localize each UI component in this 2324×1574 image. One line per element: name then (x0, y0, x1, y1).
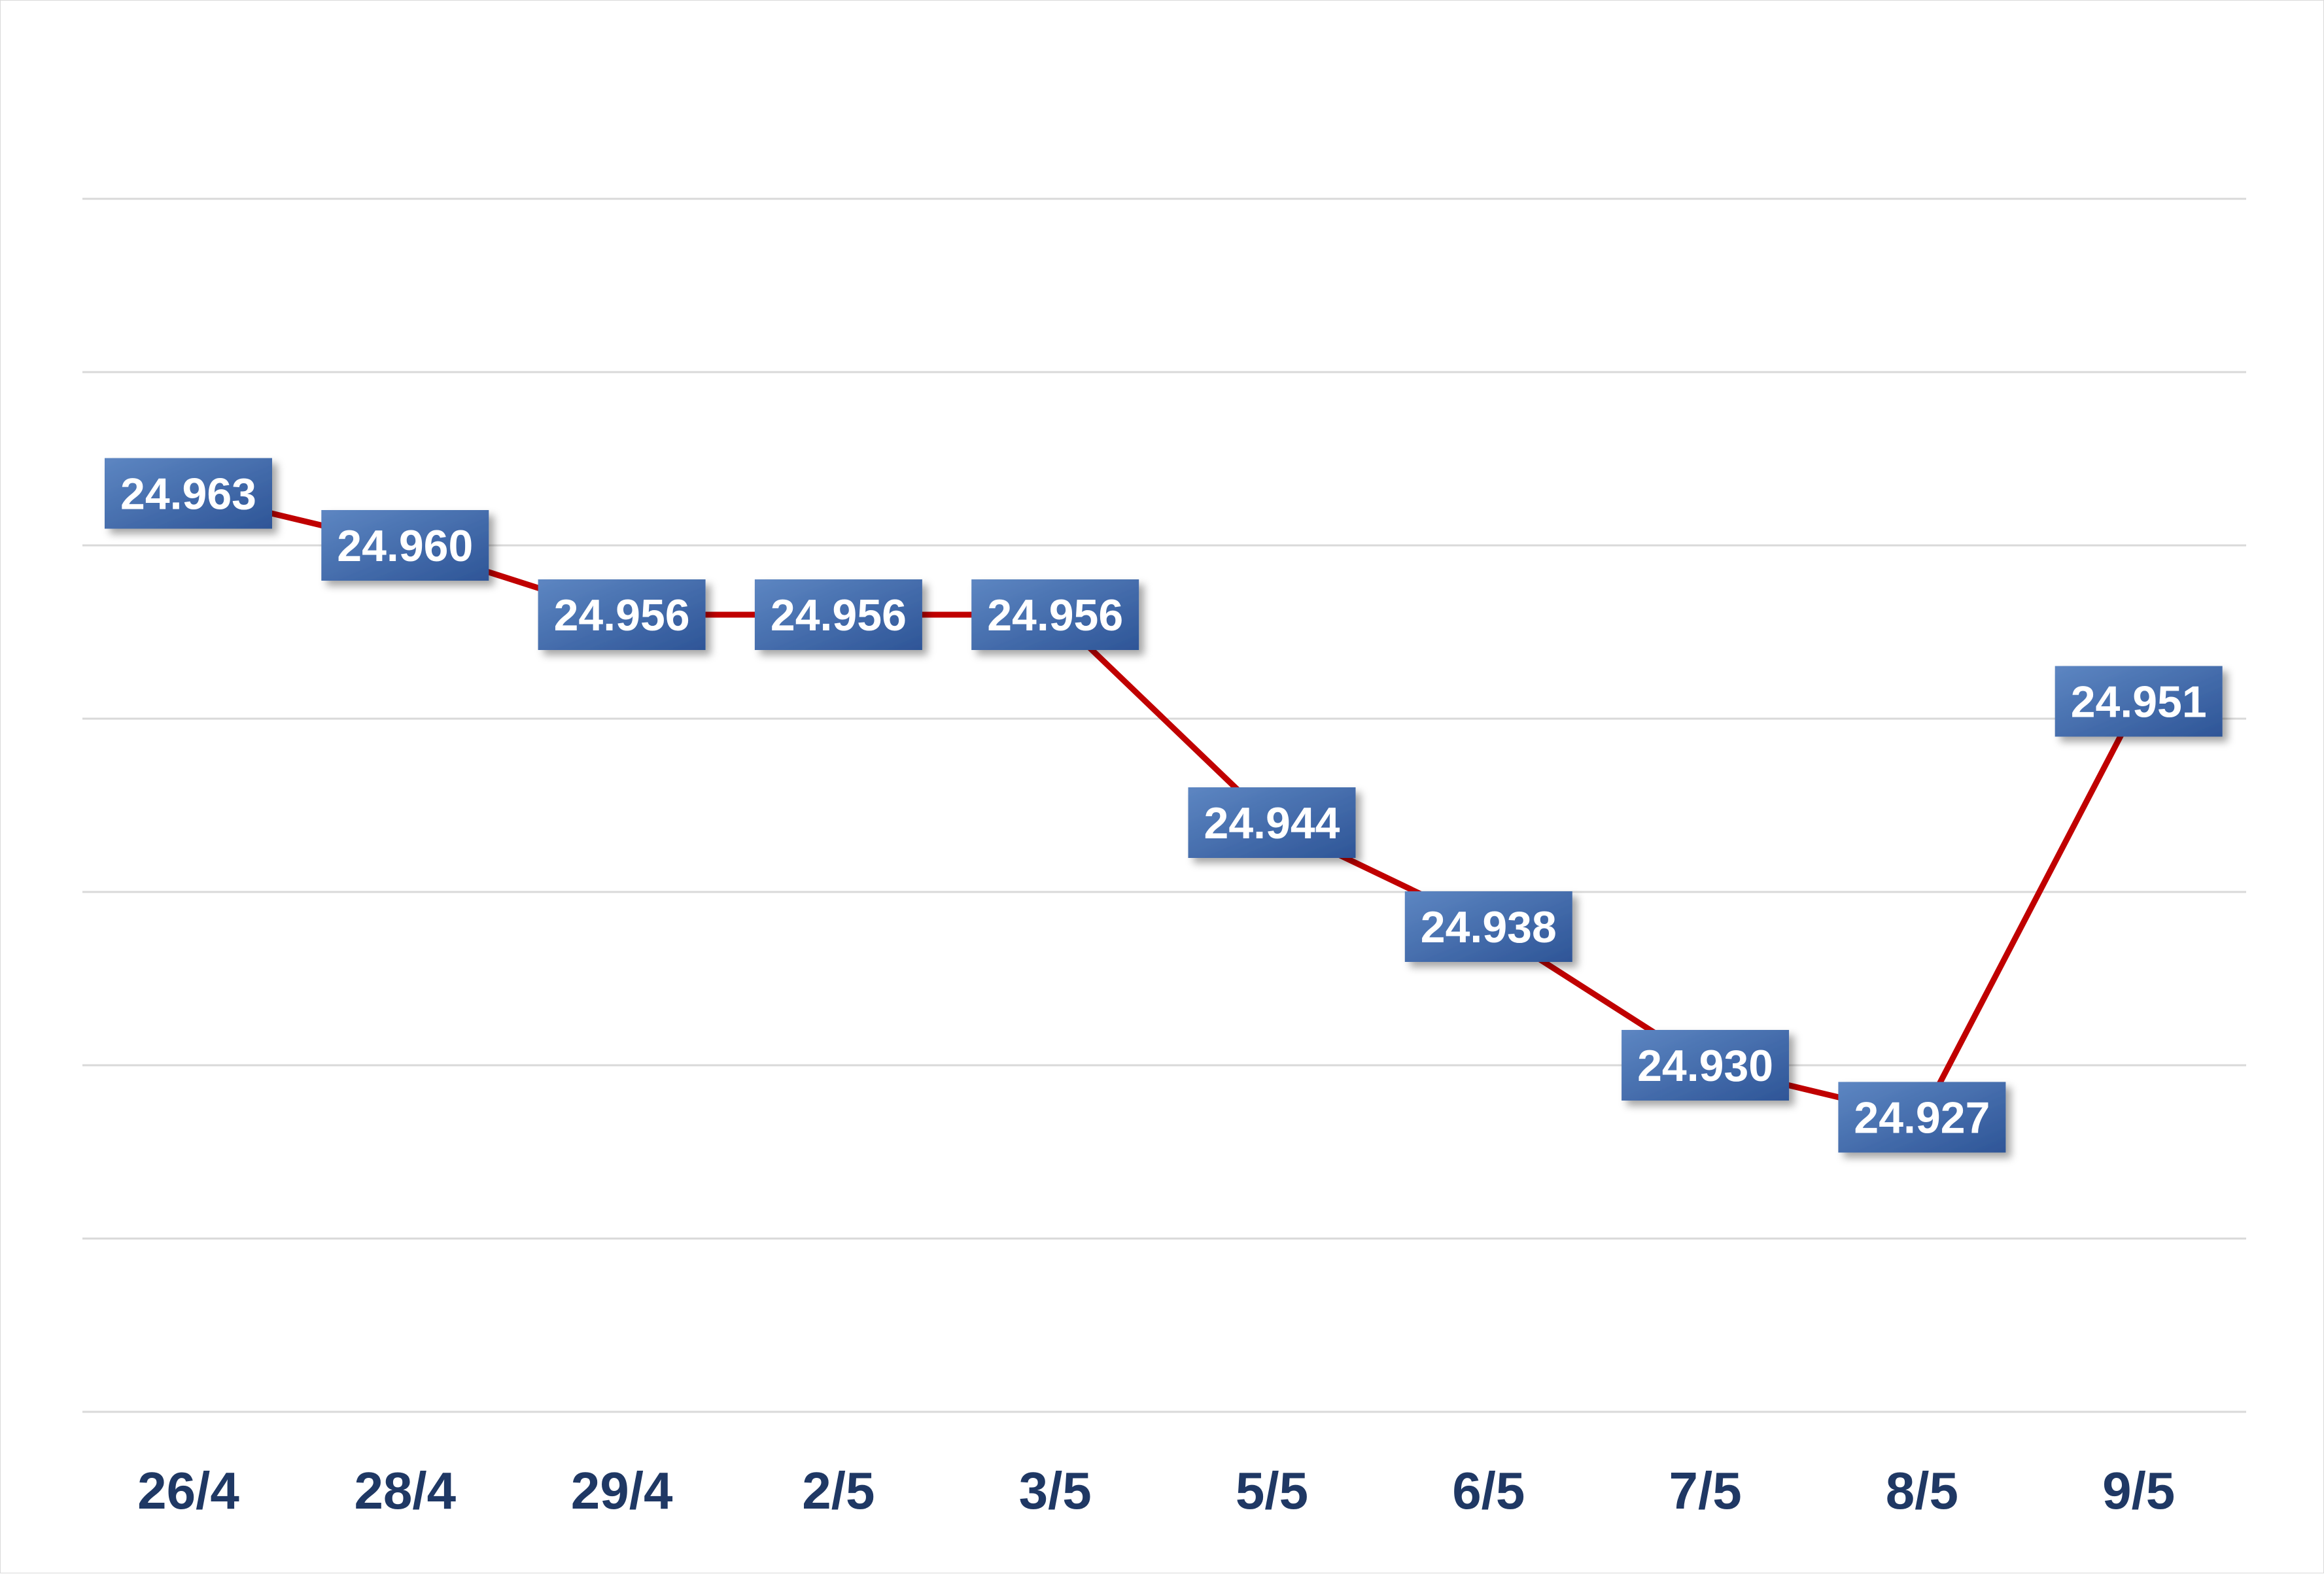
x-axis-tick-labels: 26/4 28/4 29/4 2/5 3/5 5/5 6/5 7/5 8/5 9/5 (137, 1462, 2175, 1520)
data-labels: 24.963 24.960 24.956 24.956 24.956 24.944 24.9… (105, 458, 2223, 1153)
data-label: 24.938 (1404, 891, 1572, 962)
data-label-text: 24.927 (1854, 1093, 1990, 1143)
data-label-box (1622, 1030, 1790, 1101)
data-label-box (971, 579, 1139, 650)
data-label: 24.960 (321, 510, 489, 581)
x-tick-label: 2/5 (802, 1462, 875, 1520)
data-label-text: 24.944 (1204, 798, 1340, 848)
data-label-box (754, 579, 922, 650)
data-label-text: 24.956 (771, 590, 907, 640)
data-label-box (2055, 666, 2223, 737)
data-label: 24.927 (1838, 1082, 2006, 1153)
data-label-text: 24.930 (1637, 1041, 1773, 1091)
data-label: 24.963 (105, 458, 272, 529)
data-label: 24.956 (538, 579, 706, 650)
series-line (185, 490, 2142, 1120)
data-label-text: 24.960 (337, 521, 473, 571)
x-tick-label: 29/4 (571, 1462, 673, 1520)
data-label-box (1838, 1082, 2006, 1153)
x-tick-label: 6/5 (1452, 1462, 1525, 1520)
data-label-text: 24.956 (987, 590, 1123, 640)
x-tick-label: 9/5 (2102, 1462, 2175, 1520)
data-label-box (1404, 891, 1572, 962)
data-label: 24.951 (2055, 666, 2223, 737)
x-tick-label: 3/5 (1019, 1462, 1092, 1520)
gridlines (82, 197, 2246, 1413)
data-label: 24.944 (1188, 787, 1356, 858)
data-label-text: 24.951 (2071, 677, 2207, 727)
x-tick-label: 28/4 (354, 1462, 456, 1520)
x-tick-label: 26/4 (137, 1462, 239, 1520)
data-label-box (538, 579, 706, 650)
data-label: 24.930 (1622, 1030, 1790, 1101)
data-label-text: 24.938 (1421, 902, 1557, 952)
data-label-box (1188, 787, 1356, 858)
data-label-box (321, 510, 489, 581)
data-label-text: 24.963 (120, 470, 256, 519)
x-tick-label: 8/5 (1886, 1462, 1958, 1520)
data-label: 24.956 (754, 579, 922, 650)
data-label-text: 24.956 (554, 590, 690, 640)
series-line-group (185, 490, 2142, 1120)
data-label-box (105, 458, 272, 529)
x-tick-label: 5/5 (1236, 1462, 1308, 1520)
x-tick-label: 7/5 (1669, 1462, 1741, 1520)
data-label: 24.956 (971, 579, 1139, 650)
